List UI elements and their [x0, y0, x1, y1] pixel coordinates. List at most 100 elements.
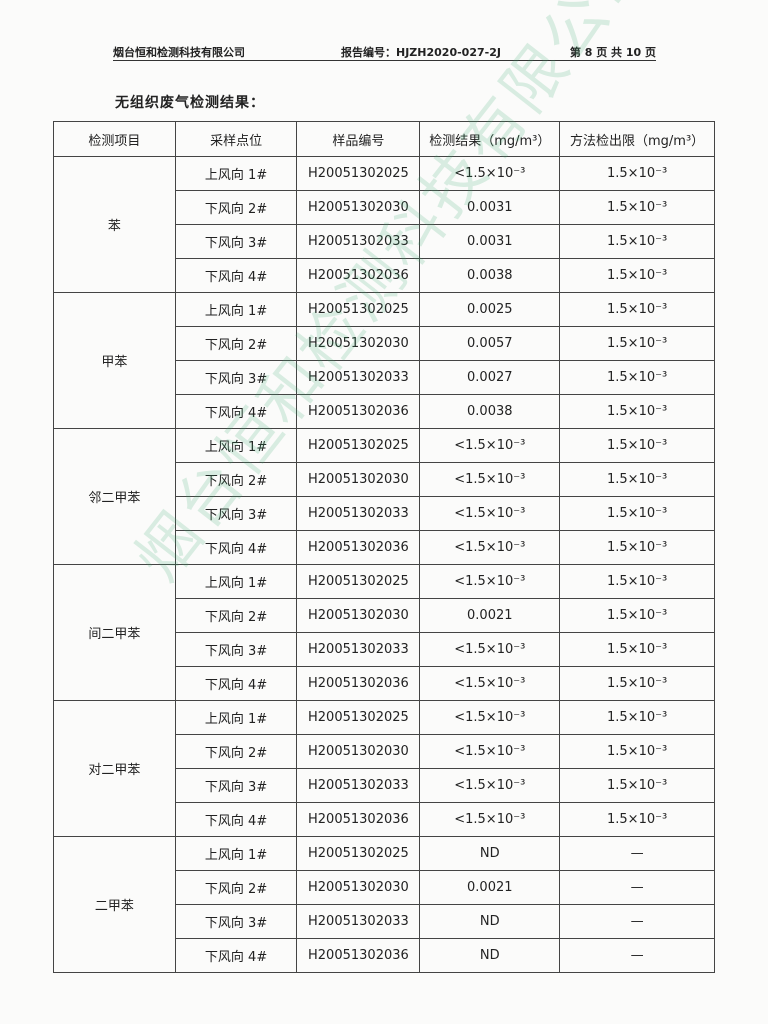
result: <1.5×10⁻³: [419, 802, 561, 837]
result: <1.5×10⁻³: [419, 734, 561, 769]
sample-id: H20051302025: [296, 428, 421, 463]
sample-id: H20051302036: [296, 530, 421, 565]
sampling-point: 下风向 3#: [174, 632, 298, 667]
result: <1.5×10⁻³: [419, 462, 561, 497]
company-name: 烟台恒和检测科技有限公司: [113, 46, 245, 59]
table-row: 下风向 3# H20051302033 0.0031 1.5×10⁻³: [54, 224, 715, 259]
detection-limit: 1.5×10⁻³: [559, 530, 715, 565]
result: 0.0038: [419, 394, 561, 429]
sampling-point: 上风向 1#: [174, 292, 298, 327]
detection-limit: 1.5×10⁻³: [559, 598, 715, 633]
sampling-point: 下风向 4#: [174, 666, 298, 701]
table-row: 下风向 3# H20051302033 <1.5×10⁻³ 1.5×10⁻³: [54, 768, 715, 803]
sample-id: H20051302030: [296, 190, 421, 225]
sample-id: H20051302036: [296, 258, 421, 293]
table-row: 下风向 2# H20051302030 0.0021—: [54, 870, 715, 905]
table-row: 二甲苯 上风向 1# H20051302025 ND —: [53, 836, 715, 973]
result: <1.5×10⁻³: [419, 428, 561, 463]
sampling-point: 下风向 3#: [174, 224, 298, 259]
column-header: 采样点位: [174, 121, 298, 157]
detection-limit: 1.5×10⁻³: [559, 326, 715, 361]
sampling-point: 上风向 1#: [174, 156, 298, 191]
sampling-point: 下风向 2#: [174, 598, 298, 633]
sample-id: H20051302033: [296, 496, 421, 531]
table-row: 下风向 4# H20051302036 <1.5×10⁻³ 1.5×10⁻³: [54, 666, 715, 701]
report-number: 报告编号：HJZH2020-027-2J: [341, 46, 501, 59]
sampling-point: 下风向 3#: [174, 904, 298, 939]
detection-limit: 1.5×10⁻³: [559, 428, 715, 463]
detection-limit: 1.5×10⁻³: [559, 360, 715, 395]
sampling-point: 上风向 1#: [174, 428, 298, 463]
sampling-point: 下风向 4#: [174, 802, 298, 837]
sampling-point: 下风向 2#: [174, 870, 298, 905]
detection-limit: —: [559, 870, 715, 905]
sampling-point: 下风向 2#: [174, 190, 298, 225]
table-row: 苯上风向 1# H20051302025 <1.5×10⁻³ 1.5×10⁻³: [53, 156, 715, 293]
detection-limit: 1.5×10⁻³: [559, 564, 715, 599]
result: 0.0057: [419, 326, 561, 361]
result: 0.0031: [419, 190, 561, 225]
sample-id: H20051302036: [296, 394, 421, 429]
detection-limit: 1.5×10⁻³: [559, 190, 715, 225]
detection-limit: 1.5×10⁻³: [559, 394, 715, 429]
sample-id: H20051302030: [296, 462, 421, 497]
column-header: 样品编号: [296, 121, 421, 157]
test-item: 二甲苯: [53, 836, 176, 973]
table-row: 下风向 4# H20051302036 0.0038 1.5×10⁻³: [54, 258, 715, 293]
result: 0.0025: [419, 292, 561, 327]
detection-limit: 1.5×10⁻³: [559, 734, 715, 769]
sampling-point: 上风向 1#: [174, 700, 298, 735]
table-row: 下风向 2# H20051302030 <1.5×10⁻³ 1.5×10⁻³: [54, 462, 715, 497]
page-number: 第 8 页 共 10 页: [569, 46, 656, 59]
detection-limit: 1.5×10⁻³: [559, 632, 715, 667]
table-row: 下风向 4# H20051302036 0.0038 1.5×10⁻³: [54, 394, 715, 429]
detection-limit: 1.5×10⁻³: [559, 700, 715, 735]
sampling-point: 下风向 4#: [174, 530, 298, 565]
result: 0.0031: [419, 224, 561, 259]
column-header: 检测结果（mg/m³）: [419, 121, 561, 157]
sampling-point: 下风向 3#: [174, 360, 298, 395]
sample-id: H20051302036: [296, 666, 421, 701]
result: <1.5×10⁻³: [419, 666, 561, 701]
sampling-point: 下风向 3#: [174, 768, 298, 803]
detection-limit: —: [559, 836, 715, 871]
table-row: 下风向 3# H20051302033 <1.5×10⁻³ 1.5×10⁻³: [54, 496, 715, 531]
detection-limit: 1.5×10⁻³: [559, 462, 715, 497]
sample-id: H20051302033: [296, 768, 421, 803]
sample-id: H20051302030: [296, 870, 421, 905]
sample-id: H20051302025: [296, 836, 421, 871]
result: <1.5×10⁻³: [419, 564, 561, 599]
detection-limit: —: [559, 904, 715, 939]
result: ND: [419, 938, 561, 973]
test-item: 苯: [53, 156, 176, 293]
result: <1.5×10⁻³: [419, 632, 561, 667]
table-header-row: 检测项目 采样点位 样品编号 检测结果（mg/m³） 方法检出限（mg/m³）: [53, 121, 715, 157]
detection-limit: 1.5×10⁻³: [559, 666, 715, 701]
table-row: 下风向 4# H20051302036 <1.5×10⁻³ 1.5×10⁻³: [54, 802, 715, 837]
detection-limit: 1.5×10⁻³: [559, 496, 715, 531]
result: ND: [419, 836, 561, 871]
section-title: 无组织废气检测结果：: [115, 95, 265, 111]
table-row: 邻二甲苯 上风向 1# H20051302025 <1.5×10⁻³ 1.5×10⁻³: [53, 428, 715, 565]
detection-limit: —: [559, 938, 715, 973]
sample-id: H20051302025: [296, 292, 421, 327]
result: 0.0027: [419, 360, 561, 395]
column-header: 方法检出限（mg/m³）: [559, 121, 715, 157]
table-row: 下风向 2# H20051302030 0.0031 1.5×10⁻³: [54, 190, 715, 225]
sampling-point: 下风向 4#: [174, 258, 298, 293]
result: <1.5×10⁻³: [419, 156, 561, 191]
sampling-point: 下风向 2#: [174, 326, 298, 361]
sampling-point: 下风向 2#: [174, 462, 298, 497]
result: 0.0021: [419, 870, 561, 905]
result: <1.5×10⁻³: [419, 768, 561, 803]
sample-id: H20051302036: [296, 938, 421, 973]
result: <1.5×10⁻³: [419, 496, 561, 531]
sample-id: H20051302025: [296, 700, 421, 735]
detection-limit: 1.5×10⁻³: [559, 258, 715, 293]
test-item: 间二甲苯: [53, 564, 176, 701]
sample-id: H20051302036: [296, 802, 421, 837]
test-item: 邻二甲苯: [53, 428, 176, 565]
sampling-point: 下风向 4#: [174, 394, 298, 429]
sample-id: H20051302033: [296, 360, 421, 395]
column-header: 检测项目: [53, 121, 176, 157]
